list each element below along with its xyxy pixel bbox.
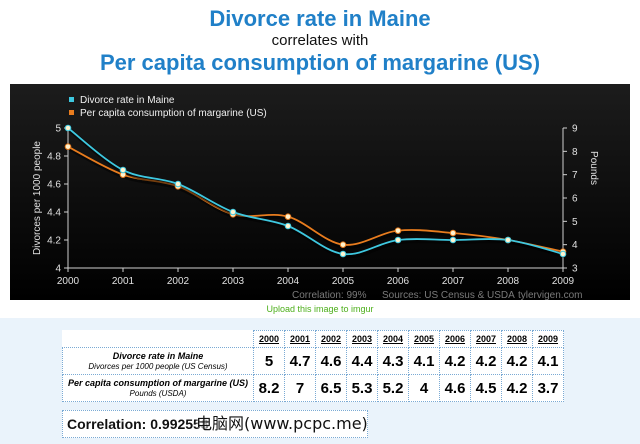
table-cell: 4.5 [470, 374, 502, 402]
upload-link[interactable]: Upload this image to imgur [266, 304, 374, 314]
row-label-unit: Pounds (USDA) [129, 388, 187, 398]
table-cell: 5 [253, 347, 285, 375]
table-row: Per capita consumption of margarine (US)… [62, 374, 564, 402]
year-header-2001: 2001 [284, 330, 316, 348]
series-point-0 [229, 208, 237, 216]
left-tick-label: 4.6 [47, 180, 61, 191]
series-point-1 [449, 229, 457, 237]
year-header-2006: 2006 [439, 330, 471, 348]
table-cell: 4.2 [501, 347, 533, 375]
watermark-text: 电脑网(www.pcpc.me) [196, 414, 368, 433]
chart-title-block: Divorce rate in Maine correlates with Pe… [0, 6, 640, 76]
x-tick-label: 2009 [552, 276, 575, 287]
series-point-0 [504, 236, 512, 244]
left-tick-label: 4.2 [47, 236, 61, 247]
year-header-2004: 2004 [377, 330, 409, 348]
table-cell: 4.2 [501, 374, 533, 402]
table-cell: 7 [284, 374, 316, 402]
series-point-0 [559, 250, 567, 258]
table-cell: 4.7 [284, 347, 316, 375]
table-cell: 4.1 [408, 347, 440, 375]
table-cell: 5.2 [377, 374, 409, 402]
row-label-title: Per capita consumption of margarine (US) [67, 377, 249, 388]
series-point-0 [284, 222, 292, 230]
row-label-title: Divorce rate in Maine [112, 350, 204, 361]
table-cell: 3.7 [532, 374, 564, 402]
table-cell: 5.3 [346, 374, 378, 402]
footer-sources: Sources: US Census & USDA [382, 290, 515, 300]
table-cell: 4.2 [439, 347, 471, 375]
data-table: 2000 2001 2002 2003 2004 2005 2006 2007 2008 2009… [62, 330, 564, 402]
series-point-0 [64, 124, 72, 132]
series-point-0 [449, 236, 457, 244]
series-point-1 [284, 213, 292, 220]
table-cell: 4.1 [532, 347, 564, 375]
title-secondary: Per capita consumption of margarine (US) [99, 50, 541, 75]
right-tick-label: 7 [572, 170, 578, 181]
chart: 4 4.2 4.4 4.6 4.8 5 3 4 5 6 7 8 9 2000 2001 2002 2003 200… [10, 84, 630, 300]
right-tick-label: 8 [572, 147, 578, 158]
empty-corner [63, 331, 254, 348]
legend-label-1: Per capita consumption of margarine (US) [80, 108, 267, 119]
year-header-2000: 2000 [253, 330, 285, 348]
x-tick-label: 2001 [112, 276, 135, 287]
row-label: Divorce rate in Maine Divorces per 1000 p… [62, 347, 254, 375]
chart-background [10, 84, 630, 300]
table-cell: 8.2 [253, 374, 285, 402]
table-row: Divorce rate in Maine Divorces per 1000 p… [62, 347, 564, 375]
chart-svg: 4 4.2 4.4 4.6 4.8 5 3 4 5 6 7 8 9 2000 2001 2002 2003 200… [10, 84, 630, 300]
x-tick-label: 2006 [387, 276, 410, 287]
right-tick-label: 9 [572, 124, 578, 135]
table-cell: 4.3 [377, 347, 409, 375]
legend-label-0: Divorce rate in Maine [80, 95, 175, 106]
year-header-2003: 2003 [346, 330, 378, 348]
legend-swatch-1 [69, 110, 74, 115]
x-tick-label: 2007 [442, 276, 465, 287]
table-cell: 4.2 [470, 347, 502, 375]
table-cell: 4.6 [315, 347, 347, 375]
footer-correlation: Correlation: 99% [292, 290, 367, 300]
left-tick-label: 4 [55, 264, 61, 275]
row-label: Per capita consumption of margarine (US)… [62, 374, 254, 402]
footer-site: tylervigen.com [518, 290, 582, 300]
right-tick-label: 3 [572, 264, 578, 275]
series-point-0 [174, 180, 182, 188]
year-header-2002: 2002 [315, 330, 347, 348]
year-header-2007: 2007 [470, 330, 502, 348]
correlation-value: Correlation: 0.992558 [62, 410, 368, 438]
row-label-unit: Divorces per 1000 people (US Census) [88, 361, 228, 371]
left-tick-label: 4.4 [47, 208, 61, 219]
series-point-0 [394, 236, 402, 244]
series-point-0 [119, 166, 127, 174]
right-tick-label: 4 [572, 240, 578, 251]
x-tick-label: 2000 [57, 276, 80, 287]
table-cell: 4 [408, 374, 440, 402]
series-point-0 [339, 250, 347, 258]
year-header-2009: 2009 [532, 330, 564, 348]
series-point-1 [339, 241, 347, 248]
series-point-1 [64, 143, 72, 150]
y-axis-left-label: Divorces per 1000 people [32, 141, 43, 255]
y-axis-right-label: Pounds [588, 151, 599, 185]
table-cell: 4.4 [346, 347, 378, 375]
right-tick-label: 6 [572, 194, 578, 205]
left-tick-label: 4.8 [47, 152, 61, 163]
year-header-2008: 2008 [501, 330, 533, 348]
title-primary: Divorce rate in Maine [209, 6, 431, 31]
table-cell: 6.5 [315, 374, 347, 402]
x-tick-label: 2004 [277, 276, 300, 287]
title-connector: correlates with [271, 32, 369, 49]
table-cell: 4.6 [439, 374, 471, 402]
left-tick-label: 5 [55, 124, 61, 135]
legend-swatch-0 [69, 97, 74, 102]
x-tick-label: 2003 [222, 276, 245, 287]
x-tick-label: 2002 [167, 276, 190, 287]
x-tick-label: 2005 [332, 276, 355, 287]
series-line-0 [67, 127, 564, 256]
series-point-1 [394, 227, 402, 234]
x-tick-label: 2008 [497, 276, 520, 287]
year-header-row: 2000 2001 2002 2003 2004 2005 2006 2007 2008 2009 [63, 330, 564, 348]
right-tick-label: 5 [572, 217, 578, 228]
year-header-2005: 2005 [408, 330, 440, 348]
